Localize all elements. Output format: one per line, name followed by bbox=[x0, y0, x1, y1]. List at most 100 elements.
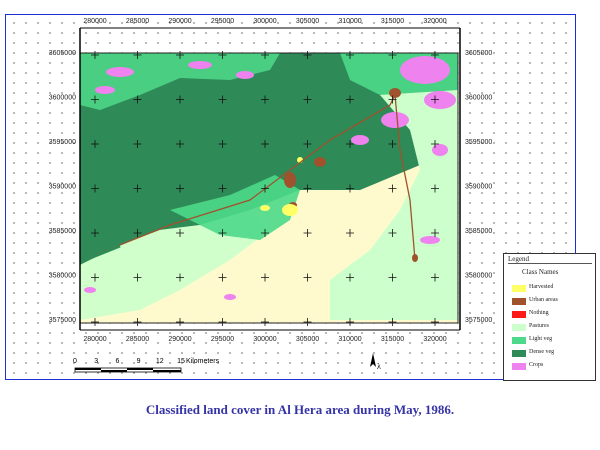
grid-cross bbox=[261, 318, 269, 326]
y-tick-label: 3585000 bbox=[49, 228, 76, 235]
legend-label: Dense veg bbox=[529, 349, 555, 355]
grid-cross bbox=[388, 273, 397, 282]
legend-swatch bbox=[512, 311, 526, 318]
y-tick-label: 3590000 bbox=[465, 184, 492, 191]
y-tick-label: 3580000 bbox=[49, 273, 76, 280]
grid-cross bbox=[133, 140, 142, 148]
legend-subtitle: Class Names bbox=[522, 268, 559, 276]
scale-unit-label: Kilometers bbox=[186, 358, 220, 365]
grid-cross bbox=[91, 184, 99, 193]
crops-patches bbox=[84, 56, 456, 300]
legend-swatch bbox=[512, 324, 526, 331]
grid-cross bbox=[388, 140, 397, 148]
y-axis-left-labels: 3605000 3600000 3595000 3590000 3585000 35800… bbox=[49, 50, 76, 324]
legend-item: Nothing bbox=[512, 310, 594, 319]
grid-cross bbox=[218, 229, 227, 237]
legend-item: Harvested bbox=[512, 284, 594, 293]
x-tick-label: 320000 bbox=[423, 18, 446, 25]
grid-cross bbox=[346, 51, 354, 59]
legend-swatch bbox=[512, 363, 526, 370]
grid-crosses bbox=[91, 51, 439, 326]
scale-tick-label: 6 bbox=[115, 358, 119, 365]
road-line bbox=[94, 92, 416, 261]
grid-cross bbox=[346, 95, 354, 104]
x-axis-bottom-labels: 280000 285000 290000 295000 300000 305000 3100… bbox=[83, 336, 446, 343]
y-tick-label: 3580000 bbox=[465, 273, 492, 280]
legend-item: Urban areas bbox=[512, 297, 594, 306]
grid-cross bbox=[91, 51, 99, 59]
grid-cross bbox=[388, 95, 397, 104]
grid-cross bbox=[431, 184, 439, 193]
scale-tick-label: 0 bbox=[73, 358, 77, 365]
grid-cross bbox=[303, 229, 312, 237]
scale-tick-label: 12 bbox=[156, 358, 164, 365]
grid-cross bbox=[176, 273, 184, 282]
x-tick-label: 280000 bbox=[83, 336, 106, 343]
urban-areas bbox=[284, 88, 418, 262]
y-axis-right-labels: 3605000 3600000 3595000 3590000 3585000 35800… bbox=[465, 50, 492, 324]
grid-cross bbox=[431, 273, 439, 282]
x-tick-label: 295000 bbox=[211, 18, 234, 25]
grid-cross bbox=[431, 318, 439, 326]
grid-cross bbox=[176, 318, 184, 326]
light-veg-band bbox=[170, 175, 300, 240]
legend-item: Dense veg bbox=[512, 349, 594, 358]
x-axis-top-labels: 280000 285000 290000 295000 300000 305000 3100… bbox=[83, 18, 446, 25]
x-tick-label: 305000 bbox=[296, 18, 319, 25]
grid-cross bbox=[388, 51, 397, 59]
light-veg-region bbox=[80, 53, 280, 110]
x-tick-label: 280000 bbox=[83, 18, 106, 25]
legend-title: Legend bbox=[508, 255, 592, 264]
grid-cross bbox=[303, 273, 312, 282]
grid-cross bbox=[431, 51, 439, 59]
grid-cross bbox=[303, 318, 312, 326]
x-tick-label: 305000 bbox=[296, 336, 319, 343]
grid-cross bbox=[261, 273, 269, 282]
map-caption: Classified land cover in Al Hera area du… bbox=[145, 402, 455, 417]
x-tick-label: 285000 bbox=[126, 336, 149, 343]
x-tick-label: 300000 bbox=[253, 18, 276, 25]
grid-cross bbox=[218, 140, 227, 148]
grid-cross bbox=[133, 184, 142, 193]
y-tick-label: 3575000 bbox=[49, 317, 76, 324]
pasture-region bbox=[330, 90, 458, 320]
grid-cross bbox=[176, 95, 184, 104]
y-tick-label: 3585000 bbox=[465, 228, 492, 235]
svg-text:λ: λ bbox=[377, 362, 381, 371]
legend-item: Crops bbox=[512, 362, 594, 371]
grid-cross bbox=[91, 229, 99, 237]
scale-tick-label: 3 bbox=[94, 358, 98, 365]
grid-cross bbox=[261, 184, 269, 193]
y-tick-label: 3600000 bbox=[465, 95, 492, 102]
grid-cross bbox=[346, 140, 354, 148]
legend-swatch bbox=[512, 350, 526, 357]
scale-tick-label: 15 bbox=[177, 358, 185, 365]
legend-label: Light veg bbox=[529, 336, 553, 342]
grid-cross bbox=[218, 184, 227, 193]
legend-label: Pastures bbox=[529, 323, 549, 329]
grid-cross bbox=[431, 95, 439, 104]
valley-line bbox=[79, 244, 121, 264]
legend-label: Crops bbox=[529, 362, 544, 368]
grid-cross bbox=[261, 95, 269, 104]
x-tick-label: 310000 bbox=[338, 18, 361, 25]
grid-cross bbox=[176, 229, 184, 237]
pasture-region-2 bbox=[80, 210, 270, 320]
grid-cross bbox=[218, 51, 227, 59]
grid-cross bbox=[346, 273, 354, 282]
x-tick-label: 320000 bbox=[423, 336, 446, 343]
grid-cross bbox=[176, 140, 184, 148]
grid-cross bbox=[303, 51, 312, 59]
x-tick-label: 300000 bbox=[253, 336, 276, 343]
y-tick-label: 3605000 bbox=[465, 50, 492, 57]
grid-cross bbox=[346, 229, 354, 237]
grid-cross bbox=[388, 318, 397, 326]
legend-item: Pastures bbox=[512, 323, 594, 332]
y-tick-label: 3590000 bbox=[49, 184, 76, 191]
legend-label: Urban areas bbox=[529, 297, 558, 303]
x-tick-label: 315000 bbox=[381, 18, 404, 25]
scale-bar: 0 3 6 9 12 15 Kilometers bbox=[73, 358, 220, 373]
grid-cross bbox=[303, 140, 312, 148]
grid-cross bbox=[431, 140, 439, 148]
